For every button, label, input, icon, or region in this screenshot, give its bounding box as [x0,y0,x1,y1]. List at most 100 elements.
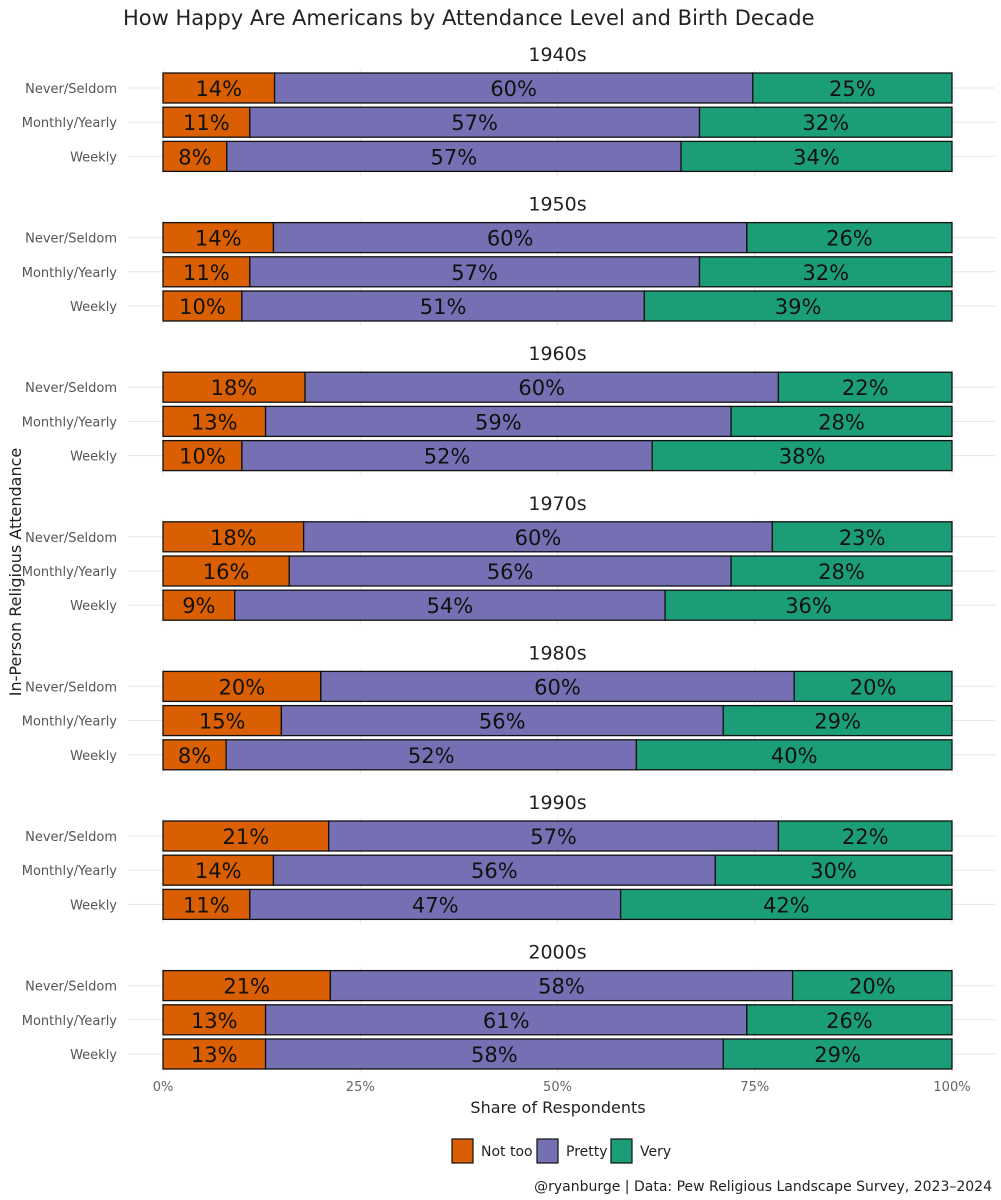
bar-segment-very [752,72,953,104]
bar-value-label: 21% [223,825,270,849]
bar-segment-pretty [249,888,622,921]
bar-value-label: 10% [179,445,226,469]
bar-value-label: 36% [785,594,832,618]
facet-panel-1960s: 1960s Never/Seldom 18% 60% 22% Monthly/Yearly… [22,343,995,475]
bar-value-label: 23% [839,526,886,550]
facet-panel-1980s: 1980s Never/Seldom 20% 60% 20% Monthly/Yearly… [22,642,995,774]
bar-segment-not-too [162,140,228,173]
bar-value-label: 8% [178,744,211,768]
bar-segment-not-too [162,820,330,852]
bar-value-label: 21% [223,975,270,999]
category-label: Weekly [70,150,117,165]
category-label: Never/Seldom [25,232,117,247]
bar-value-label: 60% [490,77,537,101]
bar-value-label: 22% [842,825,889,849]
bar-segment-not-too [162,1038,267,1070]
bar-value-label: 61% [483,1009,530,1033]
bar-segment-very [635,739,953,771]
bar-segment-very [714,854,953,886]
facet-panel-2000s: 2000s Never/Seldom 21% 58% 20% Monthly/Yearly… [22,942,995,1074]
bar-value-label: 11% [183,261,230,285]
bar-segment-very [698,256,953,288]
bar-value-label: 52% [424,445,471,469]
facet-title: 1950s [528,194,586,216]
bar-value-label: 13% [191,1009,238,1033]
bar-value-label: 26% [826,227,873,251]
bar-segment-very [730,555,953,587]
bar-value-label: 29% [814,1043,861,1067]
bar-value-label: 60% [534,675,581,699]
bar-value-label: 60% [515,526,562,550]
facet-panel-1950s: 1950s Never/Seldom 14% 60% 26% Monthly/Yearly… [22,194,995,326]
bar-segment-pretty [241,439,653,472]
bar-value-label: 14% [195,859,242,883]
bar-value-label: 34% [793,145,840,169]
bar-value-label: 18% [210,526,257,550]
bar-segment-pretty [249,106,701,138]
bar-segment-very [771,521,953,553]
bar-value-label: 60% [518,376,565,400]
bar-segment-pretty [280,704,724,737]
bar-segment-pretty [272,221,748,254]
legend-swatch [451,1138,474,1164]
bar-value-label: 57% [431,145,478,169]
legend: Not too Pretty Very [451,1138,671,1164]
bar-value-label: 25% [829,77,876,101]
category-label: Never/Seldom [25,381,117,396]
bar-value-label: 54% [427,594,474,618]
bar-value-label: 58% [538,975,585,999]
bar-value-label: 11% [183,111,230,135]
facet-panel-1940s: 1940s Never/Seldom 14% 60% 25% Monthly/Yearly… [22,44,995,176]
bar-value-label: 56% [471,859,518,883]
bar-segment-pretty [225,739,638,771]
bar-value-label: 20% [219,675,266,699]
bar-value-label: 20% [850,675,897,699]
category-label: Monthly/Yearly [22,565,118,580]
x-axis-ticks: 0% 25% 50% 75% 100% [153,1080,971,1095]
category-label: Monthly/Yearly [22,116,118,131]
legend-label: Not too [481,1144,533,1160]
bar-value-label: 59% [475,410,522,434]
category-label: Monthly/Yearly [22,266,118,281]
facet-title: 2000s [528,942,586,964]
facet-panel-1990s: 1990s Never/Seldom 21% 57% 22% Monthly/Yearly… [22,792,995,924]
category-label: Weekly [70,599,117,614]
bar-value-label: 42% [763,893,810,917]
bar-segment-pretty [273,72,754,104]
bar-segment-pretty [288,555,732,587]
category-label: Monthly/Yearly [22,1014,118,1029]
bar-segment-not-too [162,888,251,921]
bar-segment-very [791,969,953,1002]
bar-value-label: 8% [178,145,211,169]
bar-value-label: 57% [451,111,498,135]
category-label: Never/Seldom [25,980,117,995]
bar-segment-very [643,290,953,322]
caption: @ryanburge | Data: Pew Religious Landsca… [534,1179,992,1195]
bar-segment-very [730,405,953,438]
category-label: Never/Seldom [25,82,117,97]
bar-segment-not-too [162,371,306,403]
bar-segment-not-too [162,854,275,886]
bar-value-label: 40% [771,744,818,768]
facet-panel-1970s: 1970s Never/Seldom 18% 60% 23% Monthly/Yearly… [22,493,995,625]
bar-segment-pretty [234,589,666,621]
bar-segment-not-too [162,290,243,322]
bar-segment-very [619,888,953,921]
bar-value-label: 18% [211,376,258,400]
bar-value-label: 29% [814,710,861,734]
bar-value-label: 57% [451,261,498,285]
bar-value-label: 16% [203,560,250,584]
category-label: Weekly [70,300,117,315]
y-axis-title: In-Person Religious Attendance [6,448,25,697]
category-label: Never/Seldom [25,531,117,546]
category-label: Weekly [70,1048,117,1063]
x-tick-label: 75% [740,1080,769,1095]
bar-value-label: 58% [471,1043,518,1067]
bar-value-label: 20% [849,975,896,999]
category-label: Weekly [70,898,117,913]
bar-value-label: 56% [487,560,534,584]
bar-value-label: 10% [179,295,226,319]
bar-value-label: 32% [802,261,849,285]
bar-value-label: 51% [420,295,467,319]
